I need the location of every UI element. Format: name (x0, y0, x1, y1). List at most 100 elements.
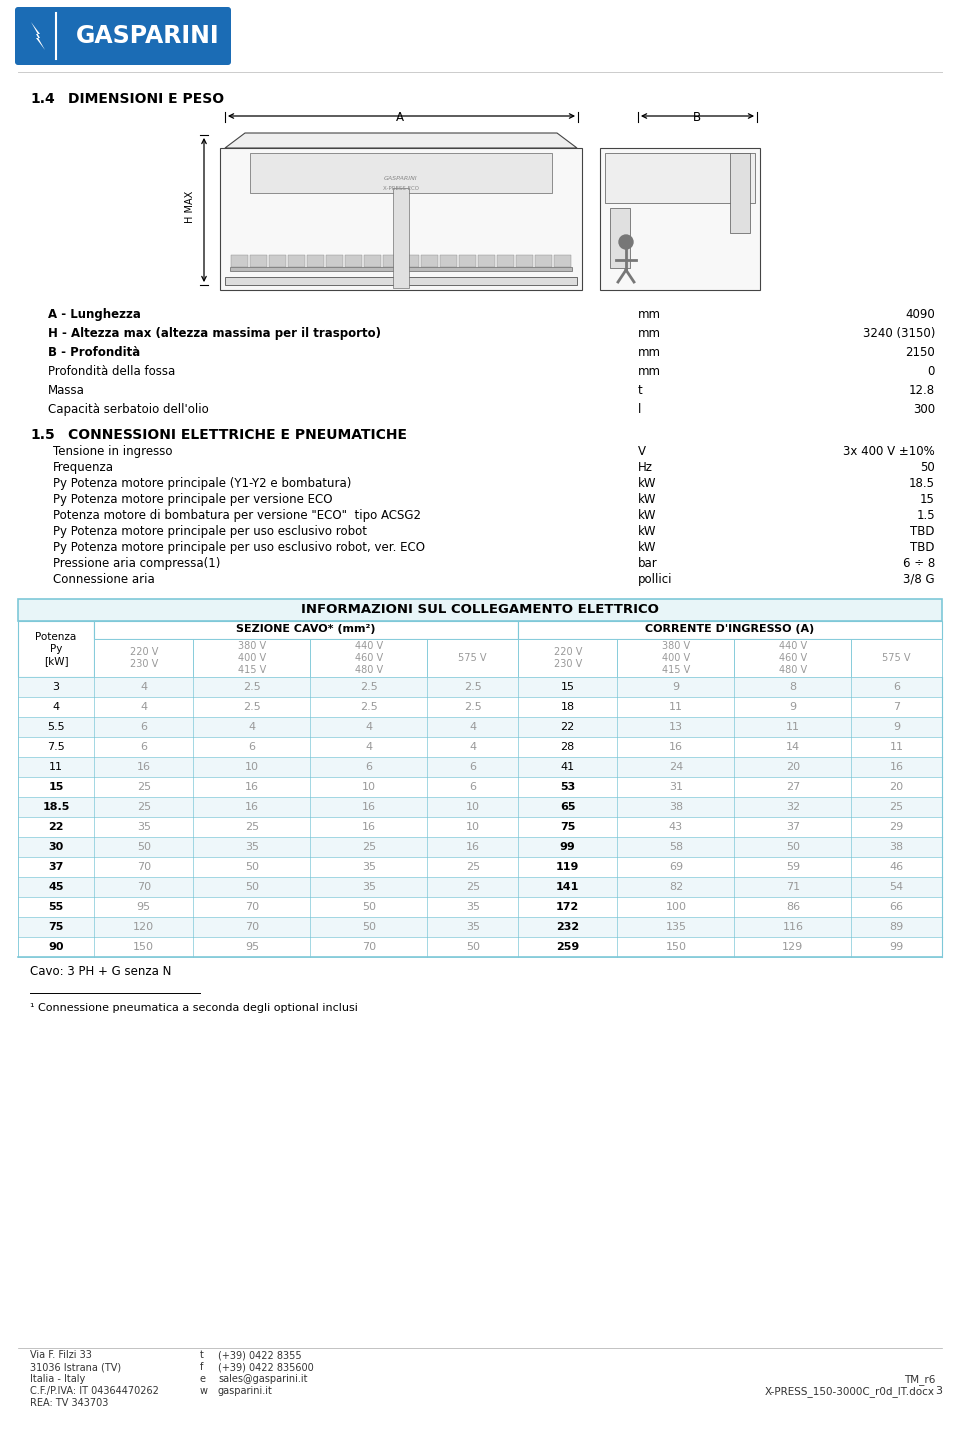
Text: 16: 16 (245, 802, 259, 812)
Text: 2.5: 2.5 (464, 682, 482, 692)
Text: GASPARINI: GASPARINI (76, 24, 220, 47)
Bar (94, 639, 194, 677)
Text: kW: kW (638, 525, 657, 538)
Text: 38: 38 (669, 802, 683, 812)
Text: 1.5: 1.5 (30, 428, 55, 442)
Bar (734, 639, 852, 677)
Text: 69: 69 (669, 862, 683, 872)
Text: l: l (638, 403, 641, 416)
Text: 95: 95 (136, 903, 151, 913)
Text: 9: 9 (789, 702, 797, 712)
Text: 4: 4 (469, 742, 476, 752)
Text: B - Profondità: B - Profondità (48, 346, 140, 359)
Text: 50: 50 (136, 842, 151, 852)
Text: Py Potenza motore principale (Y1-Y2 e bombatura): Py Potenza motore principale (Y1-Y2 e bo… (53, 476, 351, 489)
Text: 99: 99 (560, 842, 576, 852)
Text: ¹ Connessione pneumatica a seconda degli optional inclusi: ¹ Connessione pneumatica a seconda degli… (30, 1003, 358, 1013)
Text: V: V (638, 445, 646, 458)
Text: 71: 71 (786, 883, 800, 893)
Text: 25: 25 (136, 802, 151, 812)
Text: 25: 25 (890, 802, 903, 812)
Text: 1.4: 1.4 (30, 92, 55, 106)
Text: CORRENTE D'INGRESSO (A): CORRENTE D'INGRESSO (A) (645, 624, 815, 634)
Text: A - Lunghezza: A - Lunghezza (48, 309, 141, 321)
Text: 35: 35 (245, 842, 259, 852)
Text: 220 V
230 V: 220 V 230 V (554, 647, 582, 669)
Text: 99: 99 (890, 941, 903, 951)
Text: 50: 50 (466, 941, 480, 951)
Bar (310, 639, 427, 677)
Text: 50: 50 (786, 842, 800, 852)
Bar (605, 154, 755, 202)
Text: Tensione in ingresso: Tensione in ingresso (53, 445, 173, 458)
Bar (730, 154, 750, 232)
Bar (326, 255, 343, 267)
Text: 25: 25 (362, 842, 376, 852)
Text: 259: 259 (556, 941, 579, 951)
Text: 6: 6 (469, 782, 476, 792)
Text: sales@gasparini.it: sales@gasparini.it (218, 1373, 307, 1383)
Text: 2.5: 2.5 (464, 702, 482, 712)
Text: 380 V
400 V
415 V: 380 V 400 V 415 V (661, 641, 690, 674)
Text: 150: 150 (133, 941, 155, 951)
Text: 89: 89 (890, 923, 903, 931)
Text: 70: 70 (136, 883, 151, 893)
Bar (94, 621, 518, 639)
Text: 50: 50 (362, 923, 376, 931)
Text: REA: TV 343703: REA: TV 343703 (30, 1398, 108, 1408)
Text: 28: 28 (561, 742, 575, 752)
FancyBboxPatch shape (15, 7, 231, 65)
Text: mm: mm (638, 327, 661, 340)
Text: 58: 58 (669, 842, 683, 852)
Text: 16: 16 (362, 802, 376, 812)
Text: 25: 25 (136, 782, 151, 792)
Text: 2.5: 2.5 (243, 682, 261, 692)
Text: 3x 400 V ±10%: 3x 400 V ±10% (843, 445, 935, 458)
Text: SEZIONE CAVO* (mm²): SEZIONE CAVO* (mm²) (236, 624, 375, 634)
Text: 0: 0 (927, 364, 935, 377)
Text: 31: 31 (669, 782, 683, 792)
Bar (18, 917, 942, 937)
Text: 10: 10 (245, 762, 259, 772)
Bar (18, 738, 942, 758)
Text: 141: 141 (556, 883, 580, 893)
Text: Py Potenza motore principale per uso esclusivo robot, ver. ECO: Py Potenza motore principale per uso esc… (53, 541, 425, 554)
Text: 35: 35 (362, 862, 376, 872)
Polygon shape (31, 22, 45, 50)
Text: A: A (396, 110, 404, 123)
Text: 11: 11 (669, 702, 683, 712)
Text: mm: mm (638, 346, 661, 359)
Bar (231, 255, 248, 267)
Text: 4090: 4090 (905, 309, 935, 321)
Text: TBD: TBD (910, 525, 935, 538)
Text: 45: 45 (48, 883, 63, 893)
Text: 35: 35 (362, 883, 376, 893)
Text: H MAX: H MAX (185, 191, 195, 222)
Text: 16: 16 (362, 822, 376, 832)
Text: 25: 25 (245, 822, 259, 832)
Text: 65: 65 (560, 802, 575, 812)
Text: 14: 14 (786, 742, 800, 752)
Text: 16: 16 (466, 842, 480, 852)
Text: 46: 46 (890, 862, 903, 872)
Text: 440 V
460 V
480 V: 440 V 460 V 480 V (355, 641, 383, 674)
Text: kW: kW (638, 509, 657, 522)
Text: 3240 (3150): 3240 (3150) (863, 327, 935, 340)
Text: f: f (200, 1362, 204, 1372)
Text: 13: 13 (669, 722, 683, 732)
Text: 12.8: 12.8 (909, 385, 935, 397)
Bar (250, 255, 267, 267)
Text: 4: 4 (53, 702, 60, 712)
Bar (220, 148, 582, 290)
Text: INFORMAZIONI SUL COLLEGAMENTO ELETTRICO: INFORMAZIONI SUL COLLEGAMENTO ELETTRICO (301, 603, 659, 616)
Text: 18: 18 (561, 702, 575, 712)
Text: CONNESSIONI ELETTRICHE E PNEUMATICHE: CONNESSIONI ELETTRICHE E PNEUMATICHE (68, 428, 407, 442)
Bar (516, 255, 533, 267)
Text: 18.5: 18.5 (42, 802, 70, 812)
Text: t: t (638, 385, 643, 397)
Bar (18, 897, 942, 917)
Text: Capacità serbatoio dell'olio: Capacità serbatoio dell'olio (48, 403, 208, 416)
Text: 380 V
400 V
415 V: 380 V 400 V 415 V (238, 641, 266, 674)
Text: 20: 20 (890, 782, 903, 792)
Text: 4: 4 (140, 702, 147, 712)
